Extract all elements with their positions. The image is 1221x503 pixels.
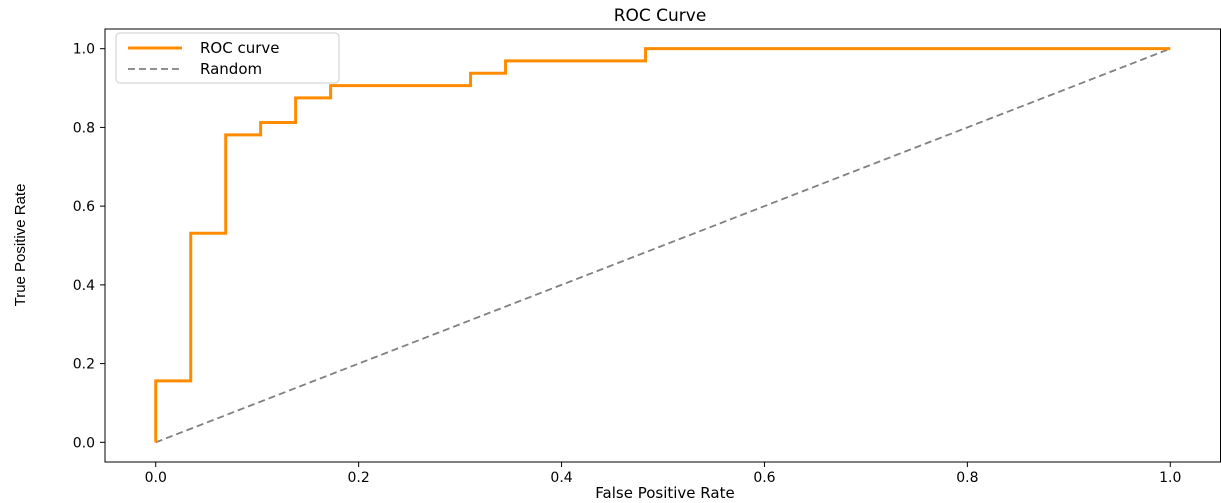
y-tick-label: 1.0	[73, 42, 95, 58]
x-tick-label: 0.2	[348, 470, 370, 486]
random-baseline-line	[155, 47, 1171, 444]
chart-title: ROC Curve	[614, 6, 707, 26]
y-tick-label: 0.8	[73, 120, 95, 136]
x-tick-label: 0.0	[145, 470, 167, 486]
y-tick-label: 0.6	[73, 199, 95, 215]
legend-label: Random	[200, 60, 262, 78]
x-tick-label: 0.6	[753, 470, 775, 486]
x-tick-label: 1.0	[1159, 470, 1181, 486]
x-axis-label: False Positive Rate	[595, 484, 734, 502]
y-axis-label: True Positive Rate	[12, 184, 29, 307]
x-tick-label: 0.8	[956, 470, 978, 486]
y-tick-label: 0.2	[73, 357, 95, 373]
y-tick-label: 0.4	[73, 278, 95, 294]
y-tick-label: 0.0	[73, 435, 95, 451]
roc-curve-line	[154, 47, 1171, 443]
legend-label: ROC curve	[200, 39, 280, 57]
x-tick-label: 0.4	[550, 470, 572, 486]
legend-box	[115, 32, 340, 84]
